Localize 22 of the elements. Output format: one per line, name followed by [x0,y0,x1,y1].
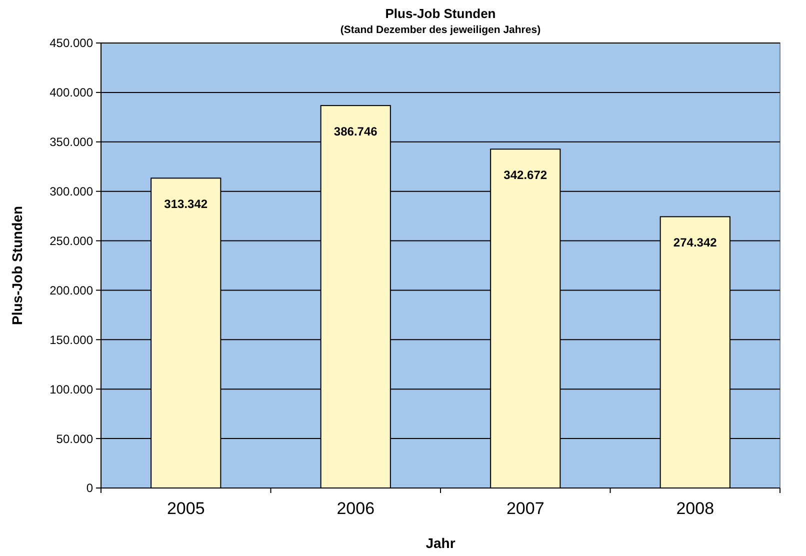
data-label: 342.672 [504,168,548,182]
chart-subtitle: (Stand Dezember des jeweiligen Jahres) [340,24,541,36]
y-tick-label: 400.000 [50,86,94,100]
x-axis-title: Jahr [426,535,456,551]
data-label: 313.342 [164,197,208,212]
y-tick-label: 200.000 [50,283,94,298]
y-tick-label: 0 [86,481,94,496]
x-tick-label: 2007 [506,499,544,518]
y-tick-label: 100.000 [50,382,94,396]
y-tick-label: 250.000 [50,234,94,248]
y-tick-label: 150.000 [50,332,94,347]
y-tick-label: 450.000 [50,36,94,50]
y-tick-label: 50.000 [56,432,94,446]
x-tick-label: 2008 [676,499,714,518]
y-tick-label: 350.000 [50,135,94,150]
data-label: 386.746 [334,124,378,139]
x-tick-label: 2006 [336,499,375,518]
data-label: 274.342 [673,236,718,250]
y-tick-label: 300.000 [50,184,94,199]
y-axis-title: Plus-Job Stunden [9,206,25,325]
x-tick-label: 2005 [166,499,205,518]
chart-title: Plus-Job Stunden [385,6,496,21]
